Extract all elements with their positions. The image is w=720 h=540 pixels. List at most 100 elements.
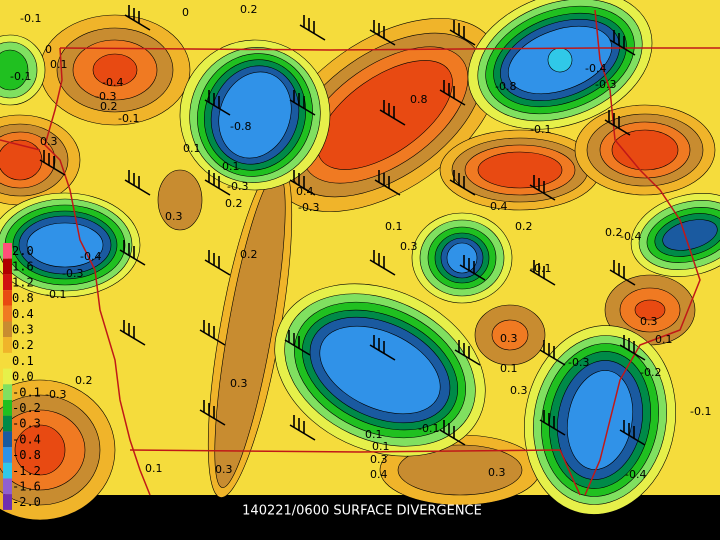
border: [129, 449, 581, 496]
contour-label: -0.4: [80, 250, 101, 263]
contour-label: -0.3: [45, 388, 66, 401]
legend-label: 0.8: [12, 291, 34, 305]
contour-label: 0.3: [488, 466, 506, 479]
contour-label: -0.3: [227, 180, 248, 193]
barb-shaft: [39, 159, 66, 176]
contour-label: 0.3: [215, 463, 233, 476]
contour-label: 0.3: [510, 384, 528, 397]
border: [0, 139, 41, 151]
legend-swatch: [3, 447, 12, 463]
contour-label: 0.4: [370, 468, 388, 481]
contour-label: 0.2: [100, 100, 118, 113]
barb-shaft: [204, 259, 231, 276]
legend-swatch: [3, 431, 12, 448]
contour-band: [26, 222, 104, 268]
legend-label: 0.1: [12, 354, 34, 368]
contour-label: 0.1: [655, 333, 673, 346]
contour-label: 0.3: [230, 377, 248, 390]
contour-band: [14, 424, 66, 476]
legend-swatch: [3, 321, 12, 338]
contour-label: -0.8: [495, 80, 516, 93]
contour-band: [92, 53, 138, 87]
contour-label: -0.1: [530, 262, 551, 275]
legend-swatch: [3, 462, 12, 479]
legend-swatch: [3, 400, 12, 416]
contour-label: -0.4: [625, 468, 646, 481]
barb-shaft: [299, 24, 326, 41]
legend-label: -0.4: [12, 432, 41, 446]
contour-label: -0.4: [102, 76, 123, 89]
barb-shaft: [609, 39, 636, 56]
legend-label: -2.0: [12, 495, 41, 509]
contour-band: [157, 169, 203, 231]
legend-swatch: [3, 243, 12, 259]
contour-label: -0.3: [95, 90, 116, 103]
legend-label: 1.6: [12, 260, 34, 274]
contour-label: -0.8: [230, 120, 251, 133]
contour-label: 0: [45, 43, 52, 56]
barb-shaft: [369, 259, 396, 276]
contour-label: 0.1: [500, 362, 518, 375]
contour-label: -0.1: [530, 123, 551, 136]
contour-label: -0.1: [45, 288, 66, 301]
barb-shaft: [204, 179, 231, 196]
contour-label: 0.1: [222, 160, 240, 173]
barb-shaft: [369, 344, 396, 361]
contour-label: 0.2: [240, 248, 258, 261]
contour-label: 0.1: [385, 220, 403, 233]
contour-label: 0.3: [165, 210, 183, 223]
barb-shaft: [199, 329, 226, 346]
border: [59, 47, 720, 51]
contour-label: 0.1: [372, 440, 390, 453]
contour-labels: -0.1 0 0.200.1-0.1 -0.4-0.30.2-0.1-0.80.8-0…: [10, 3, 711, 481]
state-borders: [0, 9, 720, 496]
barb-shaft: [124, 14, 151, 31]
barb-shaft: [539, 349, 566, 366]
contour-label: -0.1: [118, 112, 139, 125]
contour-label: 0.2: [240, 3, 258, 16]
barb-shaft: [369, 29, 396, 46]
contour-label: 0.2: [515, 220, 533, 233]
contour-fields: [0, 0, 720, 521]
barb-shaft: [119, 249, 146, 266]
barb-shaft: [449, 179, 476, 196]
contour-band: [611, 129, 679, 171]
legend: 2.01.61.20.80.40.30.20.10.0-0.1-0.2-0.3-…: [3, 243, 41, 510]
contour-label: 0.4: [490, 200, 508, 213]
contour-band: [634, 299, 666, 321]
barb-shaft: [449, 29, 476, 46]
contour-band: [0, 49, 29, 91]
contour-label: 0.3: [640, 315, 658, 328]
contour-label: -0.1: [10, 70, 31, 83]
contour-label: 0.4: [296, 185, 314, 198]
contour-band: [218, 71, 292, 159]
legend-swatch: [3, 415, 12, 432]
contour-label: 0.1: [145, 462, 163, 475]
barb-shaft: [374, 179, 401, 196]
contour-label: -0.1: [418, 422, 439, 435]
contour-label: -0.1: [20, 12, 41, 25]
barb-shaft: [454, 349, 481, 366]
barb-shaft: [459, 264, 486, 281]
contour-band: [0, 139, 43, 181]
contour-label: 0.3: [40, 135, 58, 148]
legend-label: 1.2: [12, 275, 34, 289]
contour-label: 0.3: [400, 240, 418, 253]
contour-band: [491, 319, 529, 351]
contour-band: [446, 242, 478, 274]
contour-label: 0.3: [370, 453, 388, 466]
barb-shaft: [289, 99, 316, 116]
barb-shaft: [619, 429, 646, 446]
barb-shaft: [439, 89, 466, 106]
contour-label: -0.2: [640, 366, 661, 379]
contour-label: 0.2: [225, 197, 243, 210]
legend-label: -0.8: [12, 448, 41, 462]
contour-label: 0.1: [365, 428, 383, 441]
barb-shaft: [379, 109, 406, 126]
legend-label: 2.0: [12, 244, 34, 258]
barb-shaft: [609, 269, 636, 286]
legend-swatch: [3, 368, 12, 385]
barb-shaft: [199, 409, 226, 426]
